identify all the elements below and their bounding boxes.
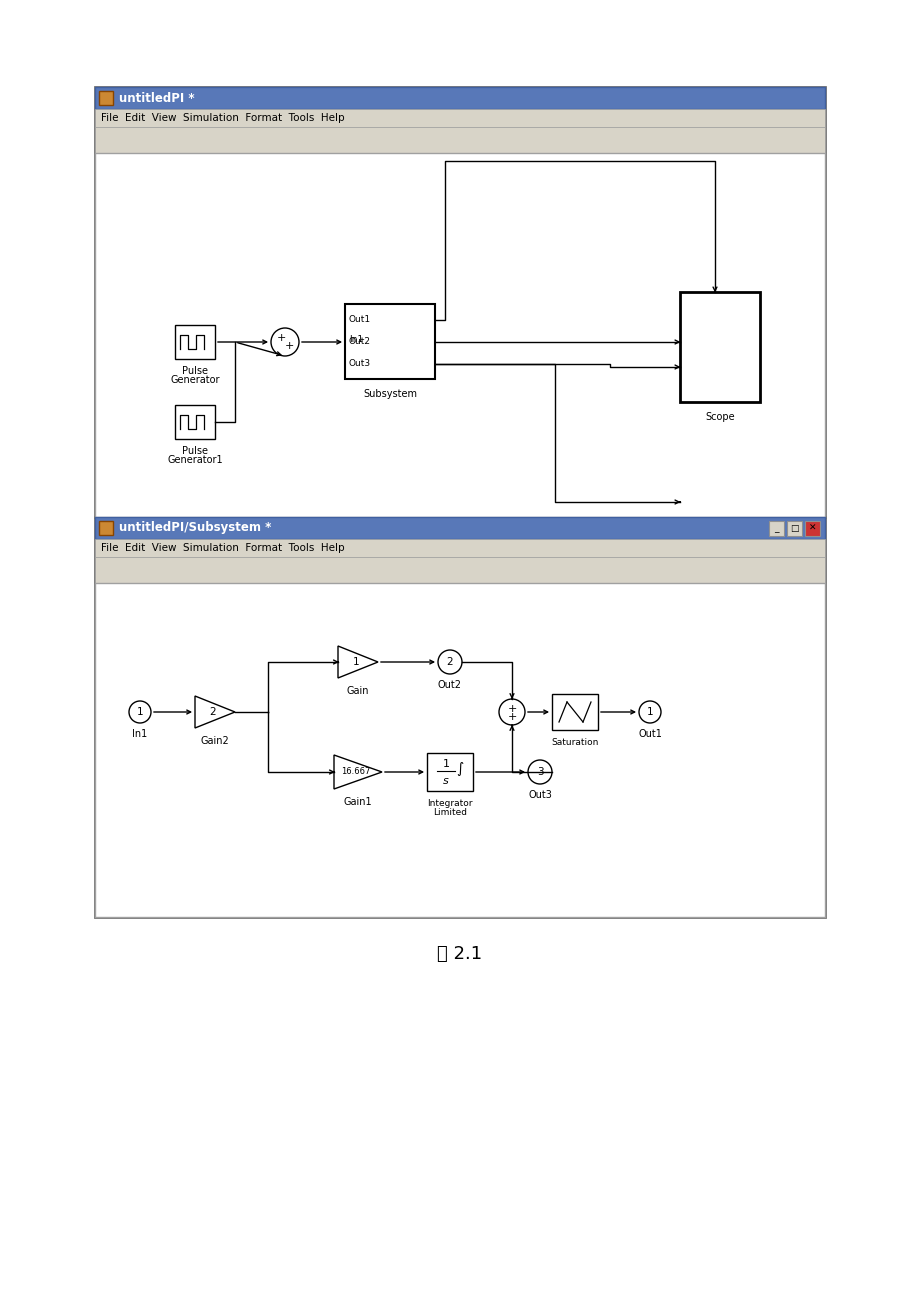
Text: Limited: Limited (433, 809, 467, 816)
Circle shape (437, 650, 461, 674)
Bar (679, 292, 759, 402)
Bar (99, 521, 113, 535)
Text: untitledPI/Subsystem *: untitledPI/Subsystem * (119, 522, 271, 535)
Bar (426, 753, 472, 792)
Text: 1: 1 (646, 707, 652, 717)
Text: +: + (506, 712, 516, 723)
Circle shape (639, 700, 660, 723)
Circle shape (498, 699, 525, 725)
Polygon shape (337, 646, 378, 678)
Text: Out1: Out1 (348, 315, 370, 324)
Text: untitledPI *: untitledPI * (119, 91, 195, 104)
Bar (175, 326, 215, 359)
Circle shape (129, 700, 151, 723)
Text: Saturation: Saturation (550, 738, 598, 747)
Bar (786, 521, 801, 536)
Text: 1: 1 (137, 707, 143, 717)
Text: Gain2: Gain2 (200, 736, 229, 746)
Bar (95, 154, 824, 517)
Text: Out3: Out3 (348, 359, 370, 368)
Bar (95, 583, 824, 917)
Text: In1: In1 (132, 729, 147, 740)
Text: Scope: Scope (705, 411, 734, 422)
Text: File  Edit  View  Simulation  Format  Tools  Help: File Edit View Simulation Format Tools H… (101, 543, 345, 553)
Bar (175, 405, 215, 439)
Text: +: + (506, 704, 516, 713)
Text: Pulse: Pulse (182, 366, 208, 376)
Text: Integrator: Integrator (426, 799, 472, 809)
Text: _: _ (774, 523, 777, 533)
Bar (768, 521, 783, 536)
Text: 16.667: 16.667 (341, 767, 370, 776)
Text: Subsystem: Subsystem (363, 389, 416, 398)
Text: ✕: ✕ (808, 523, 815, 533)
Text: Out1: Out1 (638, 729, 661, 740)
Text: Out2: Out2 (348, 337, 370, 346)
Text: □: □ (789, 523, 798, 533)
Circle shape (528, 760, 551, 784)
Text: ∫: ∫ (456, 762, 463, 776)
Polygon shape (334, 755, 381, 789)
Bar (95, 517, 824, 539)
Polygon shape (195, 697, 234, 728)
Text: Out2: Out2 (437, 680, 461, 690)
Text: Gain1: Gain1 (344, 797, 372, 807)
Text: Generator: Generator (170, 375, 220, 385)
Bar (95, 517, 824, 917)
Bar (95, 109, 824, 128)
Text: Out3: Out3 (528, 790, 551, 799)
Bar (804, 521, 819, 536)
Text: File  Edit  View  Simulation  Format  Tools  Help: File Edit View Simulation Format Tools H… (101, 113, 345, 122)
Bar (95, 557, 824, 583)
Bar (99, 91, 113, 105)
Text: +: + (276, 333, 286, 342)
Bar (95, 87, 824, 517)
Bar (95, 128, 824, 154)
Bar (95, 539, 824, 557)
Text: Gain: Gain (346, 686, 369, 697)
Text: 3: 3 (536, 767, 543, 777)
Text: 1: 1 (352, 658, 359, 667)
Bar (551, 694, 597, 730)
Text: 1: 1 (442, 759, 449, 769)
Text: s: s (443, 776, 448, 786)
Text: Generator1: Generator1 (167, 454, 222, 465)
Text: In1: In1 (348, 336, 363, 345)
Text: +: + (284, 341, 293, 352)
Text: 2: 2 (210, 707, 216, 717)
Circle shape (271, 328, 299, 355)
Text: Pulse: Pulse (182, 447, 208, 456)
Bar (95, 87, 824, 109)
Bar (345, 303, 435, 379)
Text: 图 2.1: 图 2.1 (437, 945, 482, 963)
Text: 2: 2 (447, 658, 453, 667)
